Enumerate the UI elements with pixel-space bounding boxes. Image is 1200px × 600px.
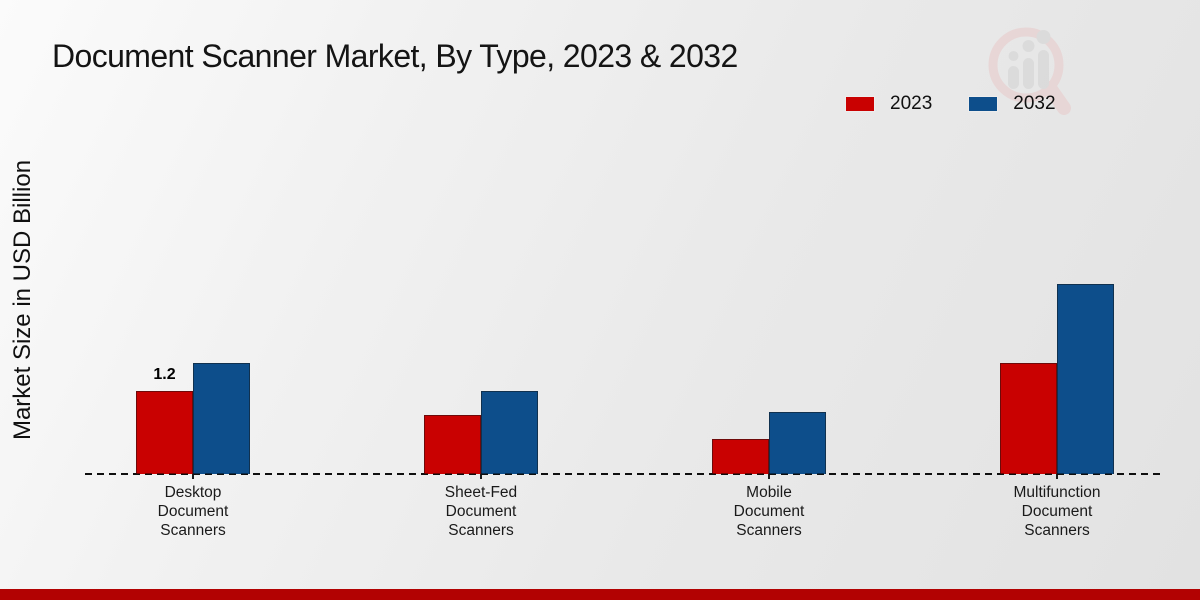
legend-swatch-2032: [968, 96, 999, 112]
bar-value-label-2023-desktop: 1.2: [153, 366, 176, 383]
bar-2032-desktop: [193, 363, 250, 474]
x-axis-tick-multifunction: [1056, 474, 1058, 479]
legend-swatch-2023: [845, 96, 875, 112]
bar-2032-sheet-fed: [481, 391, 538, 474]
x-axis-tick-desktop: [192, 474, 194, 479]
bar-2023-mobile: [712, 439, 769, 474]
bar-2032-multifunction: [1057, 284, 1114, 474]
x-axis-baseline: [85, 473, 1163, 475]
legend-label-2023: 2023: [890, 93, 933, 114]
x-axis-tick-mobile: [768, 474, 770, 479]
footer-accent-bar: [0, 589, 1200, 600]
magnifier-barchart-logo-icon: [988, 27, 1071, 115]
legend-label-2032: 2032: [1013, 93, 1056, 114]
bar-2023-multifunction: [1000, 363, 1057, 474]
legend-item-2023: 2023: [845, 93, 932, 115]
category-label-mobile: Mobile Document Scanners: [733, 484, 805, 539]
x-axis-tick-sheet-fed: [480, 474, 482, 479]
chart-title: Document Scanner Market, By Type, 2023 &…: [52, 38, 738, 74]
category-label-desktop: Desktop Document Scanners: [157, 484, 229, 539]
legend-item-2032: 2032: [968, 93, 1056, 115]
x-axis-baseline-overlay: [85, 473, 1163, 475]
category-label-sheet-fed: Sheet-Fed Document Scanners: [444, 484, 518, 539]
category-label-multifunction: Multifunction Document Scanners: [1013, 484, 1101, 539]
legend: 2023 2032: [845, 93, 1056, 115]
bar-2032-mobile: [769, 412, 826, 474]
bar-2023-sheet-fed: [424, 415, 481, 474]
bar-2023-desktop: [136, 391, 193, 474]
